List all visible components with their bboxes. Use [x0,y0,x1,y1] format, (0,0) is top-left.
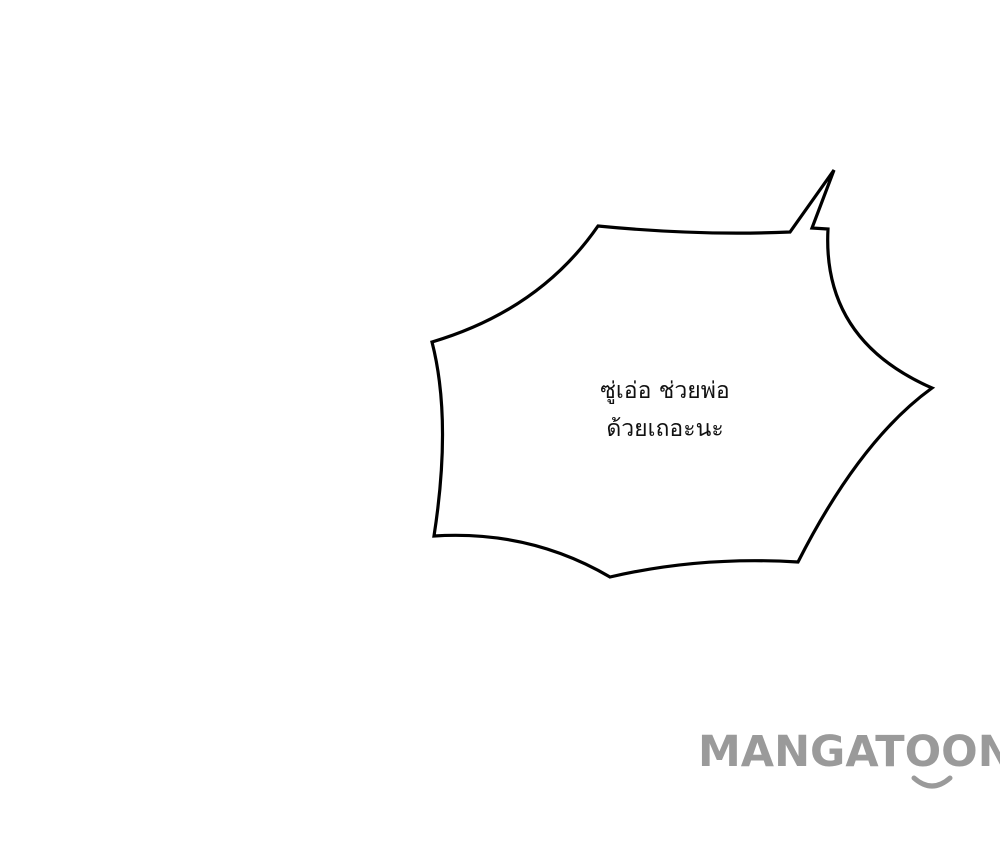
speech-bubble-text: ซู่เอ่อ ช่วยพ่อ ด้วยเถอะนะ [520,372,810,448]
speech-line-1: ซู่เอ่อ ช่วยพ่อ [600,378,730,404]
mangatoon-watermark: MANGATOON [698,727,1000,798]
smile-icon [911,775,953,789]
speech-line-2: ด้วยเถอะนะ [606,416,724,442]
speech-bubble-outline [430,169,936,579]
watermark-text: MANGATOON [698,727,1000,777]
